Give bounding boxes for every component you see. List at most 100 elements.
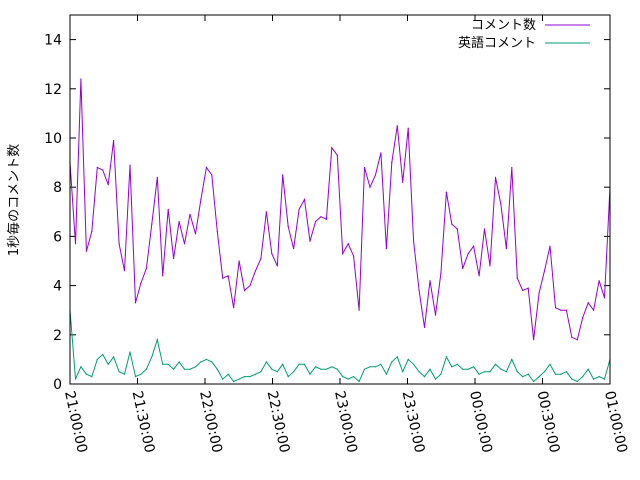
data-point [445,191,447,193]
data-point [500,368,502,370]
data-point [413,363,415,365]
data-point [549,363,551,365]
data-point [194,366,197,368]
data-point [483,371,486,373]
data-point [342,376,344,378]
data-point [162,275,164,277]
data-point [303,198,306,201]
data-point [391,162,393,164]
data-point [533,380,535,383]
data-point [123,373,126,375]
data-point [298,208,300,210]
data-point [145,368,147,370]
data-point [527,373,529,375]
data-point [156,176,158,178]
data-point [489,371,491,373]
data-point [565,309,568,311]
data-point [533,339,535,341]
data-point [287,226,289,228]
data-point [325,368,327,370]
data-point [560,373,562,375]
data-point [423,376,426,378]
data-point [178,221,180,223]
data-point [276,265,278,267]
data-point [554,307,557,309]
y-tick-label: 8 [53,180,62,196]
legend-label-2: 英語コメント [458,35,536,51]
data-point [576,339,578,341]
data-point [260,257,262,260]
data-point [265,361,267,363]
data-point [222,277,224,279]
data-point [423,326,426,328]
series-points-2 [69,309,611,383]
data-point [336,368,338,370]
data-point [156,339,158,341]
data-point [598,376,600,378]
data-point [462,267,464,269]
data-point [222,378,224,380]
data-point [554,373,557,375]
data-point [298,363,300,365]
data-point [211,361,213,363]
data-point [189,368,191,370]
data-point [434,378,437,380]
data-point [358,380,360,383]
data-point [238,378,240,380]
data-point [96,166,98,169]
data-point [173,368,175,370]
data-point [249,285,251,287]
data-point [325,218,327,220]
x-tick-label: 22:00:00 [196,390,225,455]
data-point [107,363,109,365]
data-point [603,297,606,299]
data-point [374,366,377,368]
y-tick-label: 6 [53,229,62,245]
data-point [102,353,104,356]
data-point [178,361,180,363]
data-point [494,176,497,178]
data-point [587,302,589,304]
data-point [582,317,584,319]
data-point [309,373,311,375]
data-point [467,368,469,370]
data-point [91,376,93,378]
data-point [320,216,322,218]
data-point [385,248,387,250]
data-point [511,166,513,169]
data-point [505,248,507,250]
data-point [473,366,475,368]
data-point [456,228,458,230]
data-point [593,378,595,380]
data-point [478,373,480,375]
data-point [254,270,257,272]
x-tick-label: 23:00:00 [331,390,360,455]
series-line-1 [69,78,611,341]
data-point [243,289,246,292]
data-point [451,223,453,225]
data-point [363,166,366,169]
data-point [451,366,453,368]
data-point [189,213,191,215]
data-point [369,186,371,188]
data-point [243,376,246,378]
data-point [391,361,393,363]
data-point [282,363,284,365]
data-point [358,309,360,311]
data-point [593,309,595,311]
data-point [396,125,398,127]
data-point [162,363,164,365]
data-point [271,253,273,255]
data-point [402,371,404,373]
data-point [494,363,497,365]
data-point [402,181,404,183]
data-point [140,373,142,375]
data-point [80,78,82,80]
data-point [440,272,442,274]
data-point [118,371,120,373]
data-point [85,373,87,375]
data-point [385,373,387,375]
data-point [331,366,333,368]
data-point [407,127,409,129]
